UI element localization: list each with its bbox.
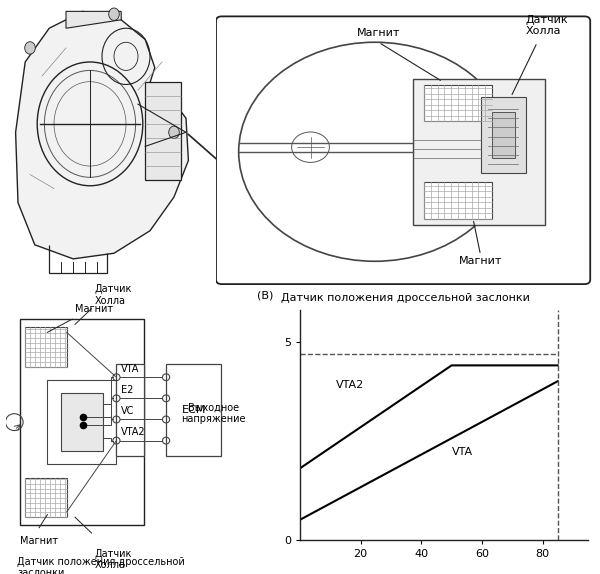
Bar <box>492 113 515 158</box>
Bar <box>61 393 103 451</box>
Bar <box>424 182 492 219</box>
Polygon shape <box>16 11 188 259</box>
Polygon shape <box>66 11 121 28</box>
Text: Датчик положения дроссельной заслонки: Датчик положения дроссельной заслонки <box>281 293 529 303</box>
Text: Магнит: Магнит <box>20 536 58 546</box>
Circle shape <box>109 8 119 20</box>
Circle shape <box>25 42 35 54</box>
Bar <box>145 82 181 180</box>
Bar <box>116 364 144 456</box>
Text: (В): (В) <box>257 291 274 301</box>
Text: E2: E2 <box>121 385 134 395</box>
Text: VTA: VTA <box>121 364 140 374</box>
Bar <box>166 364 221 456</box>
Text: Магнит: Магнит <box>459 257 502 266</box>
Bar <box>424 85 492 121</box>
Text: Выходное
напряжение: Выходное напряжение <box>181 402 246 424</box>
Bar <box>25 327 67 367</box>
Text: VTA2: VTA2 <box>337 380 365 390</box>
Text: Датчик
Холла: Датчик Холла <box>526 14 569 36</box>
Bar <box>25 478 67 517</box>
Text: ECM: ECM <box>181 405 206 415</box>
FancyBboxPatch shape <box>216 17 590 284</box>
Text: Датчик
Холла: Датчик Холла <box>94 549 131 571</box>
Bar <box>481 97 526 173</box>
Bar <box>413 79 545 225</box>
Text: Магнит: Магнит <box>357 28 400 38</box>
Text: VC: VC <box>121 406 135 416</box>
Text: Магнит: Магнит <box>75 304 113 314</box>
Text: VTA: VTA <box>452 448 473 457</box>
Text: Датчик
Холла: Датчик Холла <box>94 284 131 306</box>
Bar <box>47 380 116 464</box>
Circle shape <box>169 126 179 138</box>
Bar <box>20 319 144 525</box>
Text: VTA2: VTA2 <box>121 428 146 437</box>
Text: Датчик положения дроссельной
заслонки: Датчик положения дроссельной заслонки <box>17 557 185 574</box>
